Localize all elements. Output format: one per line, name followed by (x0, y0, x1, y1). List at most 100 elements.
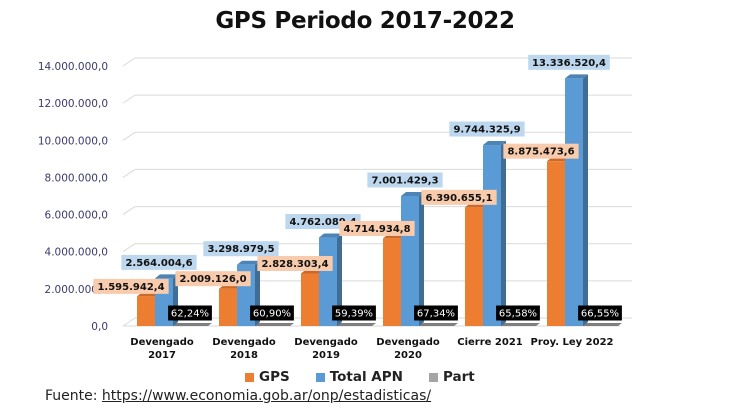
data-label-gps-bg (257, 255, 333, 271)
data-label-gps-bg (339, 220, 415, 236)
legend-label-total-apn: Total APN (329, 369, 403, 385)
legend: GPS Total APN Part (245, 369, 475, 385)
data-label-part-text: 65,58% (499, 309, 537, 320)
data-label-part-bg (414, 305, 458, 321)
data-label-part-text: 59,39% (335, 309, 373, 320)
data-label-total-apn: 13.336.520,4 (528, 54, 610, 70)
bar-part (254, 323, 294, 326)
legend-swatch-part (428, 372, 438, 382)
data-label-gps-text: 4.714.934,8 (343, 224, 410, 235)
bar-total-apn-top (237, 260, 260, 265)
x-tick-label: 2020 (394, 350, 422, 361)
data-label-part-bg (578, 305, 622, 321)
bar-total-apn-side (501, 141, 506, 326)
bar-total-apn (565, 74, 588, 326)
data-label-gps: 6.390.655,1 (421, 189, 497, 205)
data-label-total-apn-bg (121, 254, 197, 270)
bar-part (582, 323, 622, 326)
x-tick-label: Devengado (130, 337, 194, 348)
data-label-part-text: 66,55% (581, 309, 619, 320)
data-label-gps-bg (421, 189, 497, 205)
y-tick-label: 14.000.000,0 (38, 61, 108, 73)
data-label-part-bg (168, 305, 212, 321)
data-label-gps-text: 8.875.473,6 (507, 147, 574, 158)
data-label-gps: 4.714.934,8 (339, 220, 415, 236)
data-label-gps-text: 1.595.942,4 (97, 282, 164, 293)
gridline-side (122, 57, 136, 67)
data-label-gps-text: 2.009.126,0 (179, 274, 246, 285)
data-label-gps-text: 2.828.303,4 (261, 259, 328, 270)
data-label-gps: 1.595.942,4 (93, 278, 169, 294)
source-note: Fuente: https://www.economia.gob.ar/onp/… (45, 388, 431, 404)
data-label-part: 66,55% (578, 305, 622, 321)
chart-title: GPS Periodo 2017-2022 (215, 8, 515, 34)
gridline-side (122, 206, 136, 215)
legend-item-part: Part (428, 369, 475, 385)
y-tick-label: 0,0 (91, 321, 108, 333)
data-label-total-apn-text: 7.001.429,3 (371, 175, 438, 186)
data-label-part: 60,90% (250, 305, 294, 321)
y-tick-label: 8.000.000,0 (45, 172, 108, 184)
data-label-total-apn-text: 9.744.325,9 (453, 125, 520, 136)
data-label-total-apn-bg (528, 54, 610, 70)
data-label-part: 59,39% (332, 305, 376, 321)
data-label-gps-bg (175, 271, 251, 287)
data-label-part-text: 62,24% (171, 309, 209, 320)
data-label-total-apn-bg (449, 121, 525, 137)
gridline-side (122, 243, 136, 253)
y-tick-label: 2.000.000,0 (45, 284, 108, 296)
x-tick-label: Devengado (212, 337, 276, 348)
y-tick-label: 12.000.000,0 (38, 98, 108, 110)
data-label-part: 67,34% (414, 305, 458, 321)
data-label-part-text: 60,90% (253, 309, 291, 320)
data-label-gps-bg (503, 143, 579, 159)
x-tick-label: Devengado (294, 337, 358, 348)
legend-item-total-apn: Total APN (315, 369, 403, 385)
data-label-part-bg (332, 305, 376, 321)
data-label-total-apn: 7.001.429,3 (367, 172, 443, 188)
source-link[interactable]: https://www.economia.gob.ar/onp/estadist… (101, 388, 432, 404)
bar-part (500, 323, 540, 326)
x-tick-label: 2018 (230, 350, 258, 361)
x-axis-ticks: Devengado 2017 Devengado 2018 Devengado 2019 D… (130, 337, 613, 361)
y-tick-label: 10.000.000,0 (38, 135, 108, 147)
gridline-side (122, 94, 136, 104)
bars (137, 74, 622, 326)
bar-gps-front (137, 296, 155, 326)
data-label-total-apn-bg (367, 172, 443, 188)
data-label-part-text: 67,34% (417, 309, 455, 320)
data-labels: 2.564.004,6 1.595.942,4 62,24% 3.298.979,5 2… (93, 54, 622, 321)
data-label-gps: 8.875.473,6 (503, 143, 579, 159)
data-label-total-apn-text: 2.564.004,6 (125, 258, 192, 269)
x-tick-label: Proy. Ley 2022 (531, 337, 614, 348)
bar-gps-front (383, 238, 401, 326)
data-label-total-apn-bg (203, 241, 279, 257)
x-tick-label: 2019 (312, 350, 340, 361)
data-label-gps-text: 6.390.655,1 (425, 193, 492, 204)
data-label-part: 62,24% (168, 305, 212, 321)
data-label-part-bg (496, 305, 540, 321)
gridline-side (122, 169, 136, 178)
bar-total-apn-top (319, 233, 342, 238)
data-label-part: 65,58% (496, 305, 540, 321)
bar-gps-front (301, 273, 319, 326)
gridline-side (122, 131, 136, 141)
x-tick-label: Cierre 2021 (457, 337, 523, 348)
bar-total-apn-side (419, 191, 424, 326)
bar-part (418, 323, 458, 326)
bar-total-apn-side (337, 233, 342, 326)
data-label-gps: 2.009.126,0 (175, 271, 251, 287)
bar-total-apn-top (483, 141, 506, 146)
gridline-side (122, 317, 136, 327)
bar-total-apn-front (483, 145, 501, 326)
bar-total-apn-top (401, 191, 424, 196)
data-label-total-apn-text: 3.298.979,5 (207, 244, 274, 255)
y-tick-label: 6.000.000,0 (45, 210, 108, 222)
data-label-total-apn: 3.298.979,5 (203, 241, 279, 257)
bar-gps-front (547, 161, 565, 326)
bar-total-apn-side (583, 74, 588, 326)
bar-total-apn-top (565, 74, 588, 79)
legend-label-part: Part (442, 369, 475, 385)
source-prefix: Fuente: (45, 388, 102, 404)
